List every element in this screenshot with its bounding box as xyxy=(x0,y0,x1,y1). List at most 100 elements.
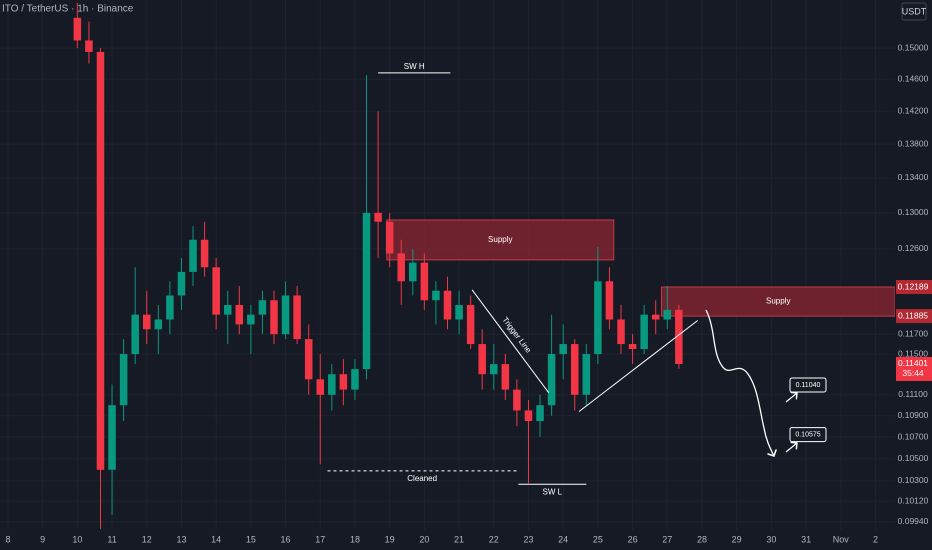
x-tick-label: 10 xyxy=(72,534,82,544)
target-arrow xyxy=(785,393,797,403)
x-tick-label: 27 xyxy=(662,534,672,544)
candle-body xyxy=(142,314,151,330)
candle-body xyxy=(547,354,556,406)
candle-body xyxy=(304,339,313,380)
y-tick-label: 0.10700 xyxy=(898,431,929,441)
target-label: 0.11040 xyxy=(796,382,821,389)
level-label: SW H xyxy=(404,62,425,71)
y-tick-label: 0.14600 xyxy=(898,73,929,83)
price-marker xyxy=(896,280,932,295)
x-tick-label: 23 xyxy=(523,534,533,544)
zone-label: Supply xyxy=(488,235,512,244)
countdown-label: 35:44 xyxy=(902,368,924,378)
target-box xyxy=(789,427,827,443)
candle-body xyxy=(628,344,637,350)
candle-body xyxy=(455,305,463,320)
axes: 0.15000 0.14600 0.14200 0.13800 0.13400 0.130… xyxy=(5,42,932,544)
candle-body xyxy=(570,344,579,395)
target-box xyxy=(789,377,827,393)
candle-body xyxy=(432,290,440,301)
x-tick-label: 2 xyxy=(873,534,878,544)
candle-body xyxy=(594,281,602,355)
x-tick-label: 13 xyxy=(176,534,186,544)
candle-body xyxy=(466,305,475,345)
x-tick-label: 21 xyxy=(454,534,464,544)
candle-body xyxy=(362,212,371,370)
candle-body xyxy=(200,239,209,268)
y-tick-label: 0.10900 xyxy=(898,410,929,420)
candle-body xyxy=(166,295,174,320)
price-marker-label: 0.11885 xyxy=(898,310,928,320)
y-tick-label: 0.15000 xyxy=(898,42,929,52)
candle-body xyxy=(270,300,278,335)
x-tick-label: 20 xyxy=(419,534,429,544)
candle-body xyxy=(119,354,128,406)
price-marker-label: 0.12189 xyxy=(898,281,929,291)
y-tick-label: 0.13400 xyxy=(898,172,929,182)
x-tick-label: 12 xyxy=(142,534,152,544)
candle-body xyxy=(385,221,394,254)
zone-label: Supply xyxy=(766,297,790,306)
candle-body xyxy=(582,354,591,395)
candle-body xyxy=(397,253,405,282)
price-marker xyxy=(896,356,932,381)
grid xyxy=(0,0,895,530)
currency-box[interactable] xyxy=(901,2,927,21)
candle-body xyxy=(513,389,521,411)
candle-body xyxy=(374,212,382,222)
candle-body xyxy=(328,374,336,395)
price-marker-label: 0.11401 xyxy=(898,358,928,368)
candle-body xyxy=(443,290,452,320)
x-tick-label: 30 xyxy=(766,534,776,544)
candle-body xyxy=(536,405,544,422)
candle-body xyxy=(85,40,93,52)
candle-body xyxy=(223,305,232,315)
plot-area xyxy=(73,2,895,529)
candle-body xyxy=(281,295,290,335)
y-tick-label: 0.09940 xyxy=(898,516,929,526)
x-tick-label: 28 xyxy=(697,534,707,544)
x-tick-label: 19 xyxy=(385,534,395,544)
y-tick-label: 0.11700 xyxy=(898,328,928,338)
candle-body xyxy=(316,379,325,395)
supply-zone xyxy=(660,286,895,317)
price-axis xyxy=(895,0,932,530)
candle-body xyxy=(651,314,660,320)
candle-body xyxy=(617,319,625,345)
y-tick-label: 0.13000 xyxy=(898,207,929,217)
supply-zone xyxy=(386,219,615,261)
currency-label: USDT xyxy=(902,6,927,16)
candle-body xyxy=(235,305,244,325)
target-label: 0.10575 xyxy=(795,431,820,438)
x-tick-label: 17 xyxy=(315,534,325,544)
trend-line xyxy=(471,289,550,394)
candle-body xyxy=(490,364,498,375)
candle-body xyxy=(675,309,683,364)
projection-arrow xyxy=(705,309,774,456)
y-tick-label: 0.10500 xyxy=(898,453,929,463)
candle-body xyxy=(131,314,139,355)
y-tick-label: 0.10120 xyxy=(898,495,929,505)
candle-body xyxy=(640,314,648,350)
x-tick-label: 26 xyxy=(628,534,638,544)
y-tick-label: 0.12600 xyxy=(898,243,929,253)
x-tick-label: 22 xyxy=(489,534,499,544)
candle-body xyxy=(96,51,105,470)
candle-body xyxy=(154,319,163,330)
candle-body xyxy=(108,405,116,470)
candle-body xyxy=(663,309,672,320)
candle-body xyxy=(189,239,197,272)
x-tick-label: 16 xyxy=(281,534,291,544)
price-marker xyxy=(896,309,932,324)
candle-body xyxy=(351,369,359,390)
y-tick-label: 0.14200 xyxy=(898,105,929,115)
candle-body xyxy=(605,281,614,320)
level-label: SW L xyxy=(543,487,563,496)
candle-body xyxy=(73,17,82,41)
x-tick-label: 11 xyxy=(107,534,116,544)
level-label: Cleaned xyxy=(407,474,437,483)
x-tick-label: 24 xyxy=(558,534,568,544)
candle-body xyxy=(420,262,429,301)
time-axis xyxy=(0,530,932,550)
